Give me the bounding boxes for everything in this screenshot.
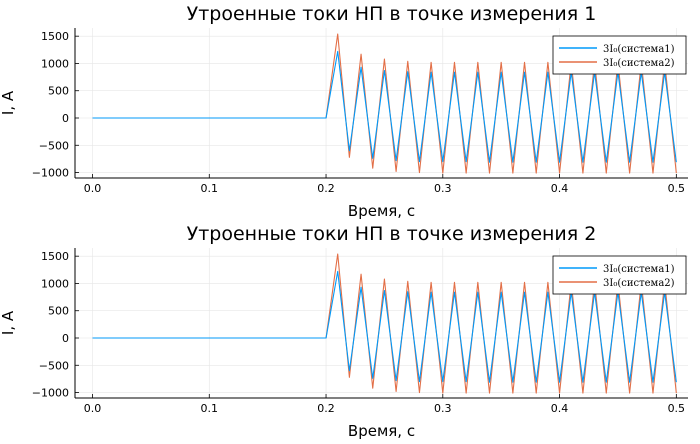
y-tick-label: 0 (62, 332, 69, 345)
y-tick-label: 1000 (41, 57, 69, 70)
legend-label-2: 3I₀(система2) (603, 278, 675, 289)
legend-box (552, 35, 687, 75)
x-axis-label: Время, с (348, 202, 415, 220)
legend-box (552, 255, 687, 295)
chart-2: 0.0 0.1 0.2 0.3 0.4 0.5 −1000 −500 0 500 1000 1500 У… (0, 223, 688, 440)
legend-label-2: 3I₀(система2) (603, 58, 675, 69)
x-tick-label: 0.2 (317, 402, 335, 415)
x-tick-label: 0.1 (201, 402, 219, 415)
y-tick-label: −500 (39, 359, 69, 372)
y-tick-label: 1000 (41, 277, 69, 290)
y-axis-label: I, A (0, 90, 17, 115)
y-tick-label: 0 (62, 112, 69, 125)
legend: 3I₀(система1) 3I₀(система2) (552, 255, 687, 295)
x-tick-label: 0.5 (668, 402, 686, 415)
series-line-1 (92, 270, 677, 383)
chart-title: Утроенные токи НП в точке измерения 1 (187, 3, 597, 25)
y-tick-label: −1000 (32, 167, 69, 180)
legend: 3I₀(система1) 3I₀(система2) (552, 35, 687, 75)
y-tick-label: 1500 (41, 250, 69, 263)
legend-label-1: 3I₀(система1) (603, 44, 675, 55)
x-tick-label: 0.1 (201, 182, 219, 195)
y-tick-label: −500 (39, 139, 69, 152)
x-tick-label: 0.3 (434, 402, 452, 415)
y-tick-label: 500 (48, 305, 69, 318)
chart-1: 0.0 0.1 0.2 0.3 0.4 0.5 −1000 −500 0 500 1000 1500 У… (0, 3, 688, 220)
series-line-1 (92, 50, 677, 163)
x-tick-label: 0.4 (551, 402, 569, 415)
legend-label-1: 3I₀(система1) (603, 264, 675, 275)
y-tick-label: 1500 (41, 30, 69, 43)
x-tick-label: 0.0 (84, 182, 102, 195)
x-tick-label: 0.3 (434, 182, 452, 195)
y-tick-label: 500 (48, 85, 69, 98)
y-tick-label: −1000 (32, 387, 69, 400)
x-tick-label: 0.5 (668, 182, 686, 195)
x-tick-label: 0.2 (317, 182, 335, 195)
y-axis-label: I, A (0, 310, 17, 335)
chart-title: Утроенные токи НП в точке измерения 2 (187, 223, 597, 245)
x-tick-label: 0.4 (551, 182, 569, 195)
x-tick-label: 0.0 (84, 402, 102, 415)
x-axis-label: Время, с (348, 422, 415, 440)
